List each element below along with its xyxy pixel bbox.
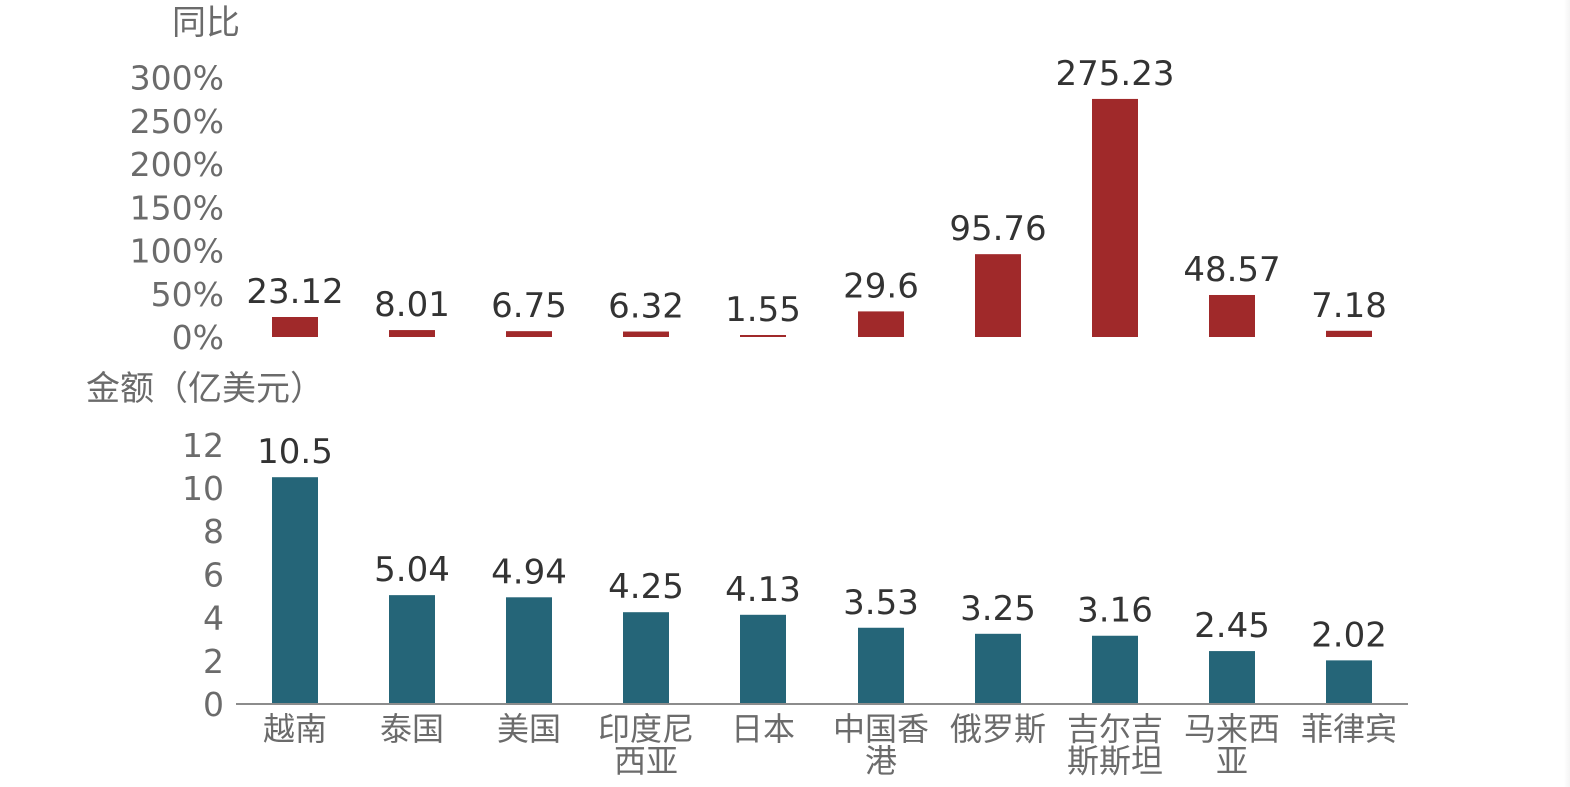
- yoy-data-label: 8.01: [374, 285, 450, 325]
- amount-bar: [389, 595, 435, 704]
- amount-tick-label: 2: [203, 642, 224, 681]
- amount-data-label: 4.13: [725, 570, 801, 610]
- yoy-tick-label: 50%: [151, 275, 224, 314]
- yoy-data-label: 23.12: [246, 272, 343, 312]
- category-label: 港: [865, 742, 897, 780]
- yoy-bar: [975, 254, 1021, 337]
- yoy-bar: [1209, 294, 1255, 337]
- amount-axis-ticks: 0 2 4 6 8 10 12: [182, 426, 224, 724]
- yoy-tick-label: 100%: [130, 232, 224, 271]
- yoy-tick-label: 300%: [130, 59, 224, 98]
- category-label: 印度尼: [598, 710, 694, 748]
- category-label: 美国: [497, 710, 561, 748]
- amount-data-label: 5.04: [374, 550, 450, 590]
- amount-data-label: 3.53: [843, 583, 919, 623]
- amount-bar: [1092, 635, 1138, 704]
- amount-bar: [1326, 660, 1372, 704]
- amount-data-label: 3.25: [960, 589, 1036, 629]
- category-label: 吉尔吉: [1067, 710, 1163, 748]
- yoy-bar: [740, 335, 786, 337]
- category-label: 马来西: [1184, 710, 1280, 748]
- amount-bars: [272, 477, 1372, 704]
- category-label: 亚: [1216, 742, 1248, 780]
- yoy-tick-label: 250%: [130, 102, 224, 141]
- category-label: 越南: [263, 710, 327, 748]
- page-edge-shadow: [1564, 0, 1570, 787]
- yoy-data-label: 1.55: [725, 290, 801, 330]
- category-label: 泰国: [380, 710, 444, 748]
- yoy-data-label: 29.6: [843, 266, 919, 306]
- amount-data-label: 3.16: [1077, 591, 1153, 631]
- amount-tick-label: 12: [182, 426, 224, 465]
- category-label: 俄罗斯: [950, 710, 1046, 748]
- yoy-bar: [389, 330, 435, 337]
- yoy-data-label: 6.75: [491, 286, 567, 326]
- yoy-data-label: 7.18: [1311, 286, 1387, 326]
- amount-tick-label: 6: [203, 555, 224, 594]
- yoy-bar: [1326, 330, 1372, 337]
- amount-bar: [1209, 651, 1255, 704]
- amount-data-label: 4.25: [608, 567, 684, 607]
- yoy-data-label: 275.23: [1056, 54, 1175, 94]
- category-label: 斯斯坦: [1067, 742, 1163, 780]
- category-label: 西亚: [614, 742, 678, 780]
- amount-data-label: 2.45: [1194, 606, 1270, 646]
- category-label: 菲律宾: [1301, 710, 1397, 748]
- yoy-data-label: 48.57: [1183, 250, 1280, 290]
- yoy-bar: [858, 311, 904, 337]
- yoy-bar: [272, 317, 318, 337]
- yoy-tick-label: 150%: [130, 188, 224, 227]
- yoy-axis-ticks: 0% 50% 100% 150% 200% 250% 300%: [130, 59, 224, 358]
- yoy-axis-title: 同比: [172, 3, 240, 43]
- amount-tick-label: 4: [203, 599, 224, 638]
- amount-bar: [975, 633, 1021, 704]
- amount-bar: [272, 477, 318, 704]
- amount-axis-title: 金额（亿美元）: [86, 369, 324, 409]
- yoy-bar: [1092, 98, 1138, 337]
- amount-bar: [740, 614, 786, 704]
- category-label: 日本: [731, 710, 795, 748]
- amount-value-labels: 10.5 5.04 4.94 4.25 4.13 3.53 3.25 3.16 2.45 2.02: [257, 432, 1387, 655]
- yoy-tick-label: 0%: [172, 318, 224, 357]
- amount-tick-label: 10: [182, 469, 224, 508]
- yoy-data-label: 6.32: [608, 287, 684, 327]
- amount-data-label: 4.94: [491, 552, 567, 592]
- yoy-bar: [623, 331, 669, 337]
- amount-bar: [623, 612, 669, 704]
- yoy-bars: [272, 98, 1372, 337]
- yoy-bar: [506, 331, 552, 337]
- amount-data-label: 10.5: [257, 432, 333, 472]
- yoy-growth-chart: 同比 0% 50% 100% 150% 200% 250% 300% 23.12 8.01 6.…: [130, 3, 1387, 357]
- amount-bar: [506, 597, 552, 704]
- amount-chart: 金额（亿美元） 0 2 4 6 8 10 12 10.5 5.04 4.94 4.25 4.13 3.…: [86, 369, 1408, 780]
- amount-tick-label: 8: [203, 512, 224, 551]
- yoy-data-label: 95.76: [949, 209, 1046, 249]
- amount-data-label: 2.02: [1311, 615, 1387, 655]
- amount-bar: [858, 627, 904, 704]
- category-label: 中国香: [833, 710, 929, 748]
- yoy-value-labels: 23.12 8.01 6.75 6.32 1.55 29.6 95.76 275.23 48.5…: [246, 54, 1387, 330]
- amount-tick-label: 0: [203, 685, 224, 724]
- yoy-tick-label: 200%: [130, 145, 224, 184]
